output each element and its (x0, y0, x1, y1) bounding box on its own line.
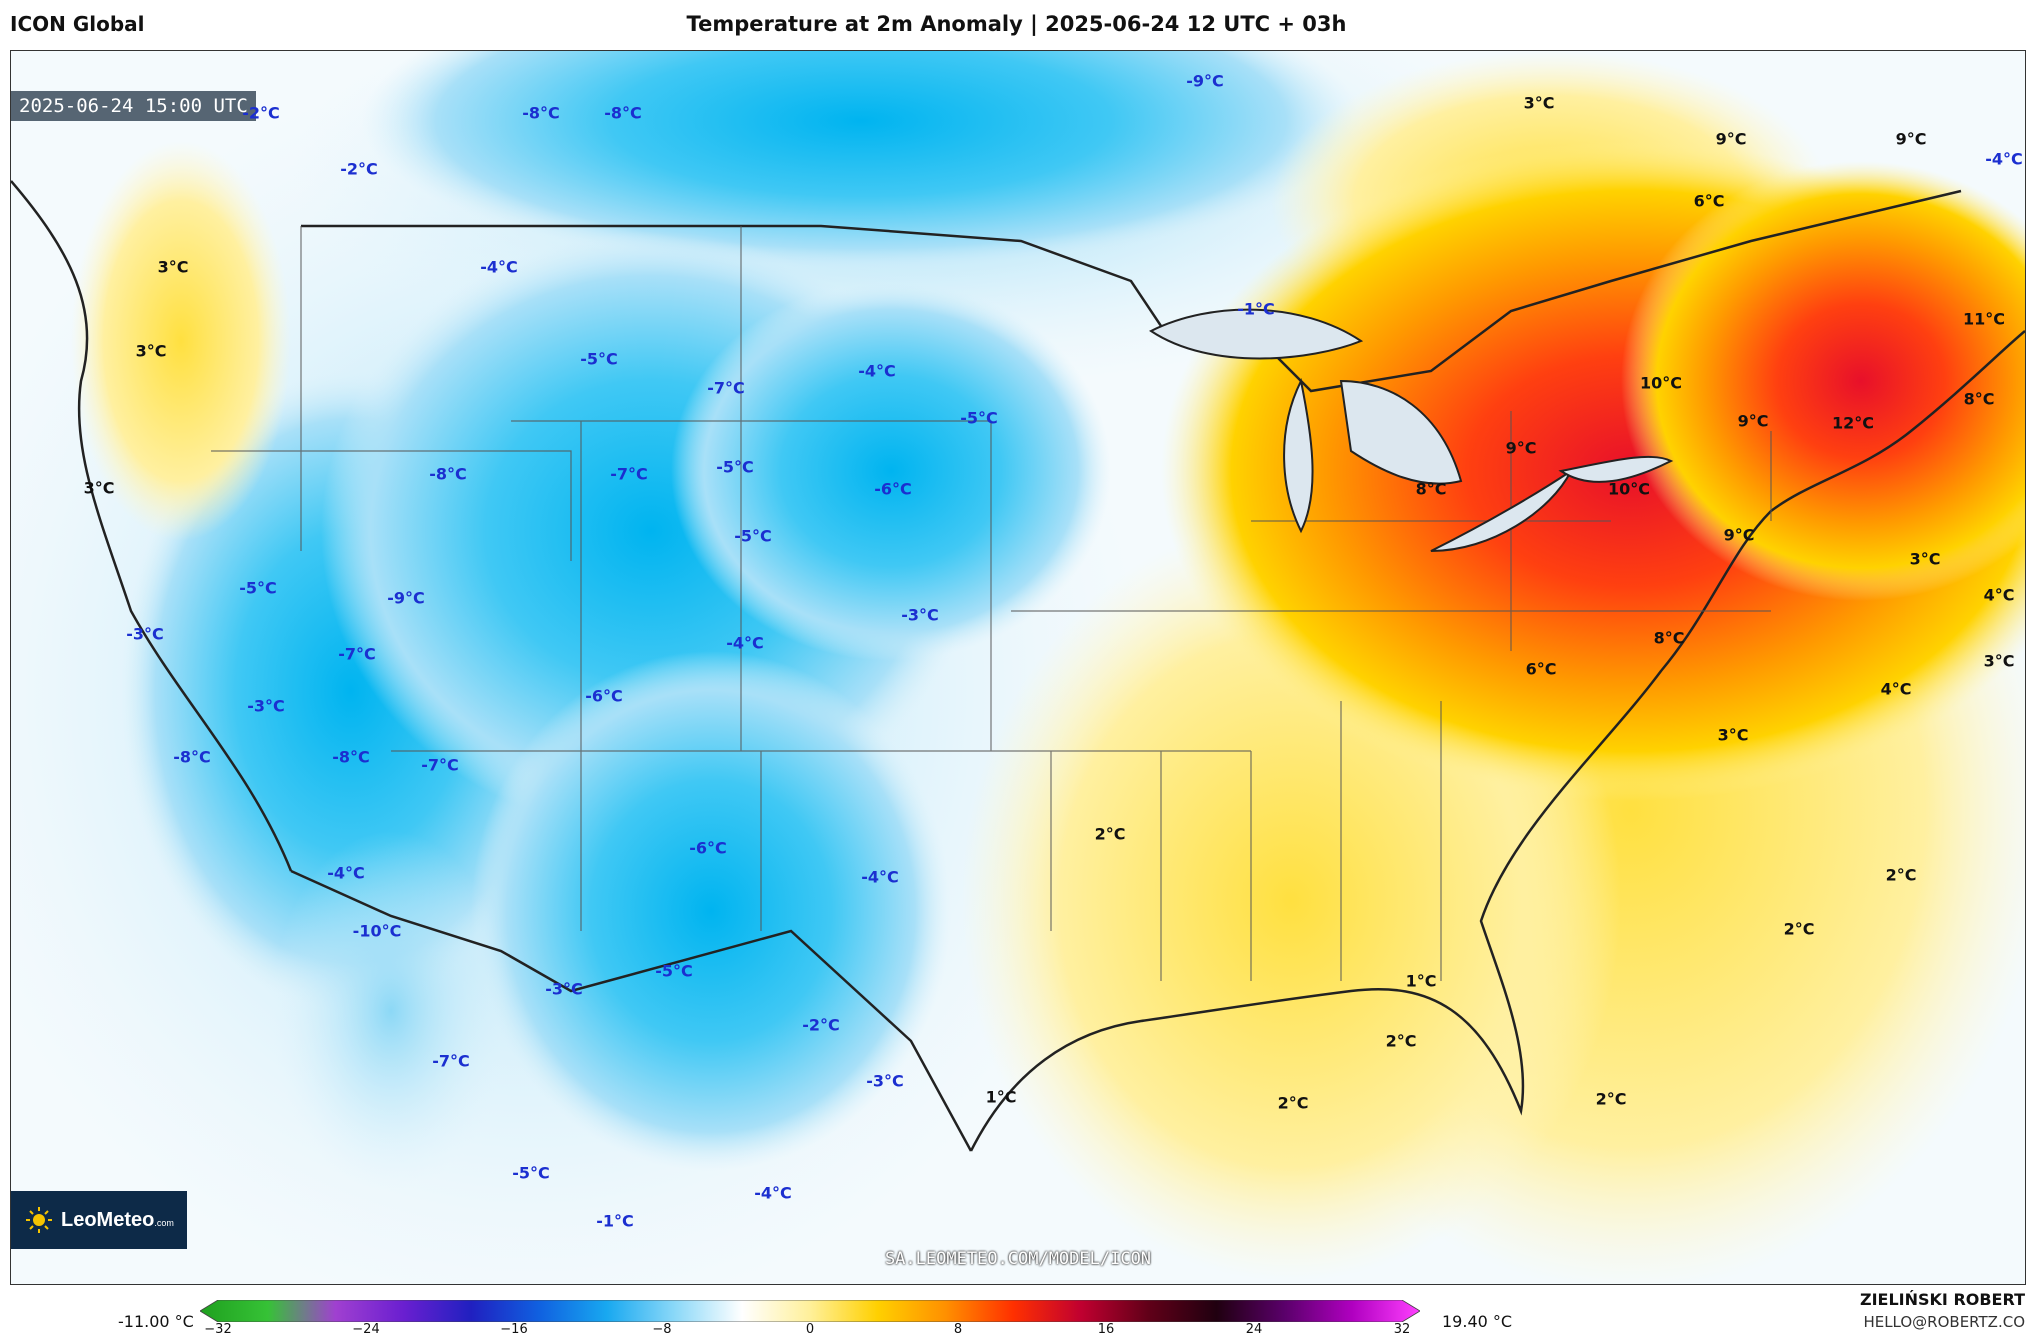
temp-label: -8°C (332, 747, 370, 767)
temp-label: 2°C (1094, 824, 1126, 844)
colorbar-tick-label: −24 (352, 1322, 380, 1337)
sun-icon (26, 1207, 52, 1233)
logo-text: LeoMeteo.com (61, 1208, 174, 1231)
colorbar-tick-label: −8 (652, 1322, 672, 1337)
temp-label: -4°C (1985, 149, 2023, 169)
author-name: ZIELIŃSKI ROBERT (1859, 1290, 2025, 1309)
temp-label: 11°C (1962, 309, 2006, 329)
temp-label: -4°C (754, 1183, 792, 1203)
temp-label: -5°C (239, 578, 277, 598)
temp-label: 12°C (1831, 413, 1875, 433)
temp-label: -5°C (512, 1163, 550, 1183)
temp-label: -5°C (960, 408, 998, 428)
temp-label: 9°C (1505, 438, 1537, 458)
anomaly-map: 2025-06-24 15:00 UTC -2°C -8°C -8°C -9°C 3°C… (10, 50, 2026, 1285)
temp-label: 9°C (1723, 525, 1755, 545)
temp-label: -3°C (901, 605, 939, 625)
temp-label: -7°C (338, 644, 376, 664)
temp-label: 3°C (1909, 549, 1941, 569)
temp-label: 8°C (1963, 389, 1995, 409)
temp-label: 3°C (1717, 725, 1749, 745)
temp-label: 3°C (135, 341, 167, 361)
temp-label: 4°C (1880, 679, 1912, 699)
temp-label: -3°C (545, 979, 583, 999)
temp-label: -8°C (429, 464, 467, 484)
temp-label: -9°C (387, 588, 425, 608)
temp-label: 8°C (1653, 628, 1685, 648)
temp-label: 10°C (1607, 479, 1651, 499)
colorbar-tick-label: 24 (1245, 1322, 1263, 1337)
author-email: HELLO@ROBERTZ.CO (1863, 1313, 2025, 1331)
temp-label: 3°C (83, 478, 115, 498)
colorbar-tick-label: 0 (805, 1322, 815, 1337)
temp-label: -7°C (610, 464, 648, 484)
temp-label: 9°C (1715, 129, 1747, 149)
source-url: SA.LEOMETEO.COM/MODEL/ICON (884, 1249, 1152, 1269)
temp-label: -4°C (858, 361, 896, 381)
temp-label: -6°C (874, 479, 912, 499)
temp-label: 2°C (1277, 1093, 1309, 1113)
temp-label: -7°C (707, 378, 745, 398)
temp-label: -5°C (580, 349, 618, 369)
temp-label: 6°C (1525, 659, 1557, 679)
temp-label: -4°C (327, 863, 365, 883)
valid-time: 2025-06-24 15:00 UTC (11, 91, 256, 121)
temp-label: -8°C (522, 103, 560, 123)
temp-label: -1°C (596, 1211, 634, 1231)
temp-label: 1°C (1405, 971, 1437, 991)
temp-label: -8°C (604, 103, 642, 123)
colorbar-tick-label: −32 (204, 1322, 232, 1337)
temp-label: 1°C (985, 1087, 1017, 1107)
temp-label: -2°C (242, 103, 280, 123)
temperature-field (11, 51, 2025, 1284)
temp-label: -2°C (802, 1015, 840, 1035)
map-title: Temperature at 2m Anomaly | 2025-06-24 1… (686, 12, 1347, 36)
temp-label: -4°C (726, 633, 764, 653)
temp-label: -4°C (861, 867, 899, 887)
colorbar-tick-label: −16 (500, 1322, 528, 1337)
temp-label: 9°C (1895, 129, 1927, 149)
temp-label: 10°C (1639, 373, 1683, 393)
temp-label: -3°C (247, 696, 285, 716)
colorbar (200, 1300, 1420, 1322)
temp-label: -6°C (585, 686, 623, 706)
temp-label: 4°C (1983, 585, 2015, 605)
temp-label: 3°C (157, 257, 189, 277)
colorbar-max-label: 19.40 °C (1442, 1312, 1513, 1331)
temp-label: -5°C (655, 961, 693, 981)
temp-label: 3°C (1523, 93, 1555, 113)
leometeo-logo: LeoMeteo.com (11, 1191, 187, 1249)
temp-label: -2°C (340, 159, 378, 179)
temp-label: 2°C (1783, 919, 1815, 939)
temp-label: 2°C (1885, 865, 1917, 885)
temp-label: -8°C (173, 747, 211, 767)
temp-label: -9°C (1186, 71, 1224, 91)
temp-label: -5°C (716, 457, 754, 477)
temp-label: 3°C (1983, 651, 2015, 671)
temp-label: -7°C (432, 1051, 470, 1071)
temp-label: 8°C (1415, 479, 1447, 499)
colorbar-min-label: -11.00 °C (118, 1312, 194, 1331)
colorbar-tick-label: 16 (1097, 1322, 1115, 1337)
temp-label: 6°C (1693, 191, 1725, 211)
temp-label: -4°C (480, 257, 518, 277)
colorbar-tick-label: 32 (1393, 1322, 1411, 1337)
temp-label: -7°C (421, 755, 459, 775)
temp-label: -1°C (1237, 299, 1275, 319)
temp-label: -3°C (126, 624, 164, 644)
temp-label: -3°C (866, 1071, 904, 1091)
temp-label: -6°C (689, 838, 727, 858)
temp-label: 9°C (1737, 411, 1769, 431)
temp-label: 2°C (1385, 1031, 1417, 1051)
temp-label: -5°C (734, 526, 772, 546)
temp-label: 2°C (1595, 1089, 1627, 1109)
temp-label: -10°C (352, 921, 402, 941)
model-name: ICON Global (10, 12, 145, 36)
colorbar-tick-label: 8 (953, 1322, 963, 1337)
